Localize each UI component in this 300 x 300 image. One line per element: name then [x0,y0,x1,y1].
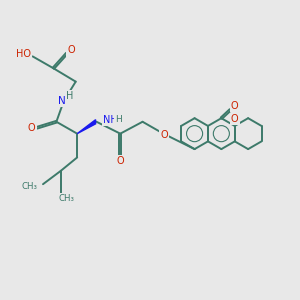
Text: O: O [67,45,75,56]
Text: CH₃: CH₃ [58,194,74,203]
Text: O: O [231,101,238,111]
Text: H: H [115,115,122,124]
Text: O: O [28,123,35,133]
Polygon shape [77,120,96,134]
Text: H: H [66,91,74,100]
Text: O: O [116,156,124,166]
Text: HO: HO [16,49,31,59]
Text: O: O [231,114,238,124]
Text: CH₃: CH₃ [22,182,38,191]
Text: N: N [58,96,66,106]
Text: NH: NH [103,115,118,125]
Text: O: O [160,130,168,140]
